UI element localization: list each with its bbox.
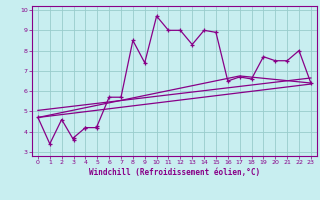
X-axis label: Windchill (Refroidissement éolien,°C): Windchill (Refroidissement éolien,°C) [89,168,260,177]
